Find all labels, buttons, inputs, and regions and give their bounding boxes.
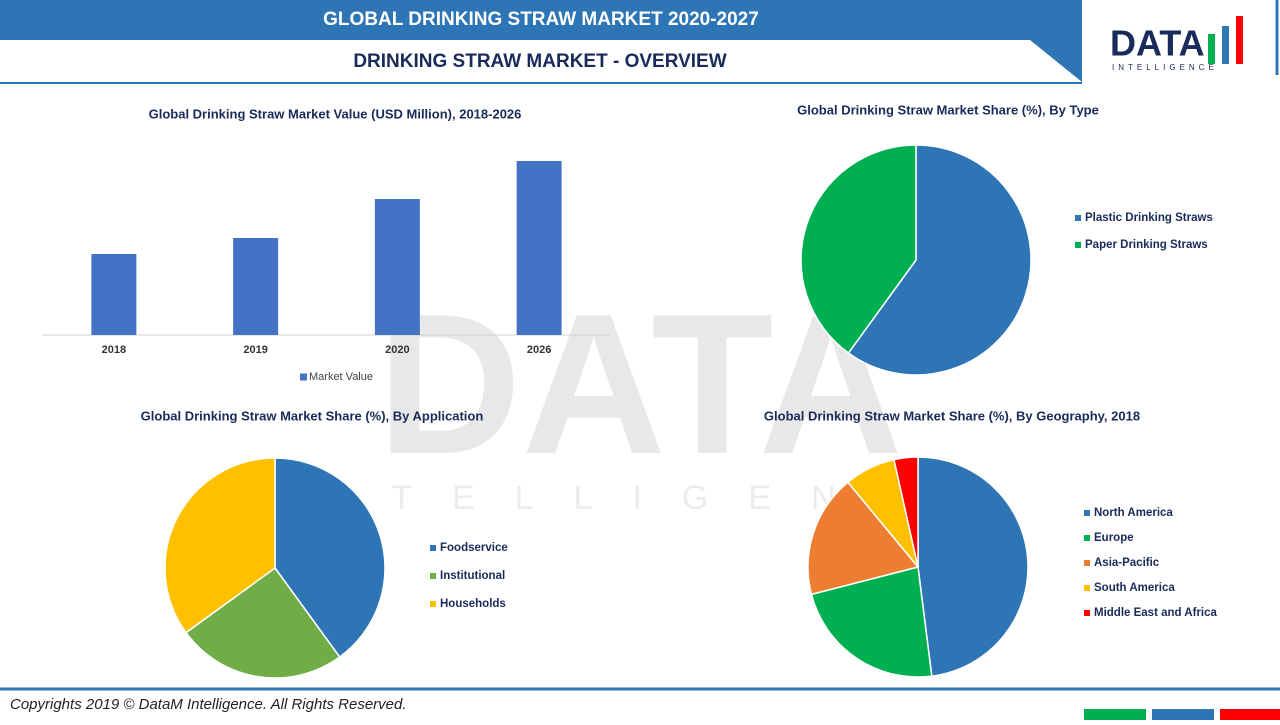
legend-swatch bbox=[1075, 242, 1081, 248]
pie-slice bbox=[810, 566, 933, 678]
legend-label: Plastic Drinking Straws bbox=[1085, 212, 1213, 224]
bar bbox=[516, 161, 562, 335]
legend-swatch bbox=[1084, 560, 1090, 566]
legend-label: Europe bbox=[1094, 532, 1134, 544]
legend-label: Paper Drinking Straws bbox=[1085, 239, 1208, 251]
bar bbox=[91, 254, 137, 335]
logo-bar bbox=[1236, 16, 1243, 64]
legend-swatch bbox=[430, 573, 436, 579]
legend-swatch bbox=[1084, 610, 1090, 616]
legend-swatch bbox=[1075, 215, 1081, 221]
logo-bar bbox=[1222, 26, 1229, 64]
footer-block bbox=[1084, 709, 1146, 720]
x-tick-label: 2026 bbox=[527, 344, 551, 356]
legend-label: Market Value bbox=[309, 371, 373, 383]
pie-slice bbox=[184, 566, 341, 679]
legend-swatch bbox=[300, 373, 307, 381]
pie-slice bbox=[807, 481, 920, 596]
pie-slice bbox=[847, 144, 1032, 376]
legend-swatch bbox=[1084, 535, 1090, 541]
legend-label: South America bbox=[1094, 582, 1175, 594]
legend-label: North America bbox=[1094, 507, 1173, 519]
legend-label: Households bbox=[440, 598, 506, 610]
legend-label: Middle East and Africa bbox=[1094, 607, 1218, 619]
logo-tagline: INTELLIGENCE bbox=[1112, 63, 1218, 72]
bar bbox=[374, 199, 420, 335]
legend-swatch bbox=[430, 545, 436, 551]
chart-title: Global Drinking Straw Market Value (USD … bbox=[149, 106, 522, 121]
legend-swatch bbox=[1084, 510, 1090, 516]
x-tick-label: 2020 bbox=[385, 344, 409, 356]
legend-swatch bbox=[1084, 585, 1090, 591]
logo-name: DATA bbox=[1110, 23, 1205, 64]
pie-slice bbox=[893, 456, 919, 568]
footer-block bbox=[1152, 709, 1214, 720]
legend-label: Foodservice bbox=[440, 542, 508, 554]
header-title: GLOBAL DRINKING STRAW MARKET 2020-2027 bbox=[323, 9, 759, 30]
legend-label: Institutional bbox=[440, 570, 505, 582]
legend-swatch bbox=[430, 601, 436, 607]
pie-slice bbox=[274, 457, 386, 659]
header-bar bbox=[0, 0, 1082, 40]
footer-text: Copyrights 2019 © DataM Intelligence. Al… bbox=[10, 696, 407, 713]
chart-title: Global Drinking Straw Market Share (%), … bbox=[764, 408, 1140, 423]
pie-slice bbox=[800, 144, 917, 355]
legend-label: Asia-Pacific bbox=[1094, 557, 1160, 569]
logo-bar bbox=[1208, 34, 1215, 64]
header-strip bbox=[1030, 40, 1082, 82]
header-subtitle: DRINKING STRAW MARKET - OVERVIEW bbox=[353, 51, 726, 72]
x-tick-label: 2019 bbox=[243, 344, 267, 356]
bar bbox=[233, 238, 279, 335]
chart-title: Global Drinking Straw Market Share (%), … bbox=[797, 102, 1099, 117]
pie-slice bbox=[164, 457, 276, 634]
pie-slice bbox=[917, 456, 1029, 677]
x-tick-label: 2018 bbox=[102, 344, 126, 356]
chart-title: Global Drinking Straw Market Share (%), … bbox=[141, 408, 484, 423]
footer-block bbox=[1220, 709, 1280, 720]
